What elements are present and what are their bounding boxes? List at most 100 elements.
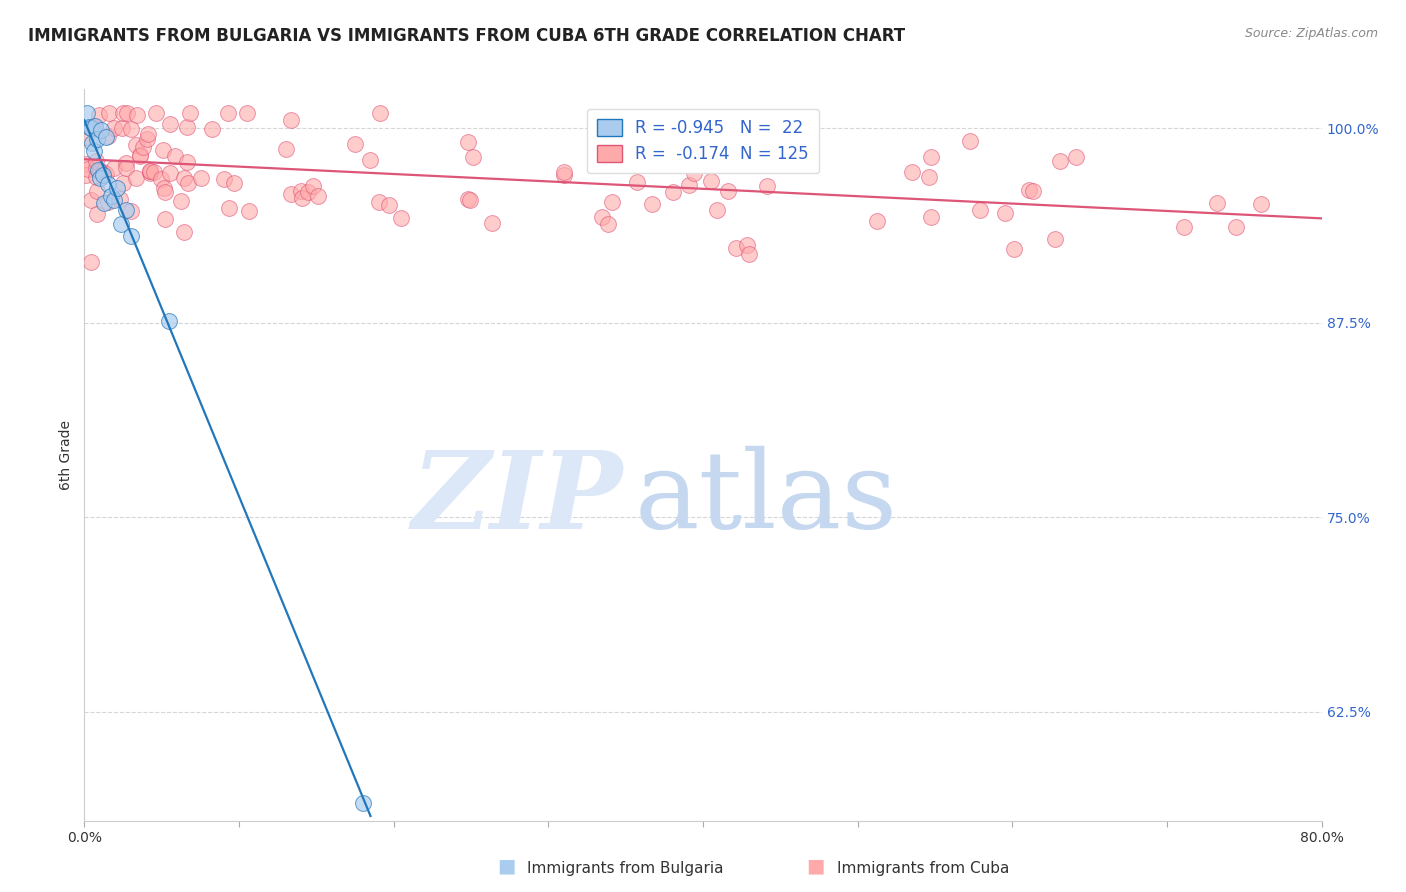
- Point: [344, 136, 367, 151]
- Point: [125, 108, 148, 122]
- Point: [682, 166, 704, 180]
- Point: [125, 171, 148, 186]
- Point: [91, 165, 114, 179]
- Point: [89, 171, 111, 186]
- Point: [236, 105, 259, 120]
- Point: [297, 185, 319, 199]
- Point: [370, 106, 392, 120]
- Point: [120, 229, 142, 244]
- Point: [458, 194, 481, 208]
- Point: [82, 119, 104, 133]
- Point: [1205, 195, 1227, 210]
- Point: [155, 211, 177, 226]
- Point: [176, 120, 198, 134]
- Point: [75, 156, 97, 170]
- Point: [177, 176, 200, 190]
- Point: [153, 186, 176, 200]
- Point: [120, 204, 142, 219]
- Point: [866, 214, 889, 228]
- Point: [139, 164, 162, 178]
- Point: [159, 313, 180, 327]
- Point: [131, 139, 153, 153]
- Point: [86, 207, 108, 221]
- Point: [75, 130, 97, 145]
- Point: [86, 169, 108, 184]
- Point: [291, 191, 314, 205]
- Text: Source: ZipAtlas.com: Source: ZipAtlas.com: [1244, 27, 1378, 40]
- Point: [86, 184, 108, 198]
- Point: [111, 121, 134, 136]
- Point: [1173, 219, 1195, 234]
- Point: [97, 105, 120, 120]
- Point: [592, 138, 614, 153]
- Point: [170, 194, 193, 209]
- Point: [120, 122, 142, 136]
- Point: [994, 205, 1017, 219]
- Point: [83, 144, 105, 158]
- Point: [86, 132, 108, 146]
- Text: ZIP: ZIP: [411, 446, 623, 552]
- Point: [463, 150, 485, 164]
- Point: [84, 161, 107, 175]
- Point: [457, 135, 479, 149]
- Point: [706, 202, 728, 217]
- Point: [76, 161, 98, 176]
- Point: [112, 105, 135, 120]
- Point: [139, 166, 162, 180]
- Point: [103, 193, 125, 207]
- Point: [969, 202, 991, 217]
- Point: [173, 225, 195, 239]
- Point: [84, 154, 107, 169]
- Point: [149, 171, 172, 186]
- Text: Immigrants from Bulgaria: Immigrants from Bulgaria: [527, 861, 724, 876]
- Point: [481, 216, 503, 230]
- Point: [94, 130, 117, 145]
- Point: [755, 178, 778, 193]
- Point: [75, 168, 97, 182]
- Point: [103, 120, 125, 135]
- Point: [217, 105, 239, 120]
- Point: [125, 138, 148, 153]
- Point: [920, 210, 942, 224]
- Point: [1250, 197, 1272, 211]
- Point: [129, 149, 152, 163]
- Point: [920, 150, 942, 164]
- Text: ■: ■: [496, 857, 516, 876]
- Point: [139, 164, 162, 178]
- Point: [1018, 183, 1040, 197]
- Point: [87, 163, 110, 178]
- Point: [738, 247, 761, 261]
- Point: [79, 254, 101, 268]
- Point: [591, 210, 613, 224]
- Point: [129, 147, 152, 161]
- Point: [77, 120, 100, 134]
- Point: [90, 123, 112, 137]
- Y-axis label: 6th Grade: 6th Grade: [59, 420, 73, 490]
- Point: [100, 188, 122, 202]
- Point: [302, 178, 325, 193]
- Point: [153, 181, 176, 195]
- Point: [678, 178, 700, 192]
- Point: [553, 164, 575, 178]
- Point: [238, 204, 260, 219]
- Point: [222, 176, 245, 190]
- Point: [389, 211, 412, 226]
- Point: [110, 217, 132, 231]
- Point: [87, 108, 110, 122]
- Point: [634, 154, 657, 169]
- Text: Immigrants from Cuba: Immigrants from Cuba: [837, 861, 1010, 876]
- Point: [1002, 242, 1025, 256]
- Point: [717, 184, 740, 198]
- Point: [152, 143, 174, 157]
- Point: [1043, 232, 1066, 246]
- Point: [108, 192, 131, 206]
- Point: [79, 121, 101, 136]
- Point: [76, 105, 98, 120]
- Point: [212, 172, 235, 186]
- Point: [290, 184, 312, 198]
- Point: [91, 168, 114, 182]
- Point: [274, 142, 297, 156]
- Point: [159, 166, 181, 180]
- Point: [359, 153, 381, 168]
- Point: [112, 176, 135, 190]
